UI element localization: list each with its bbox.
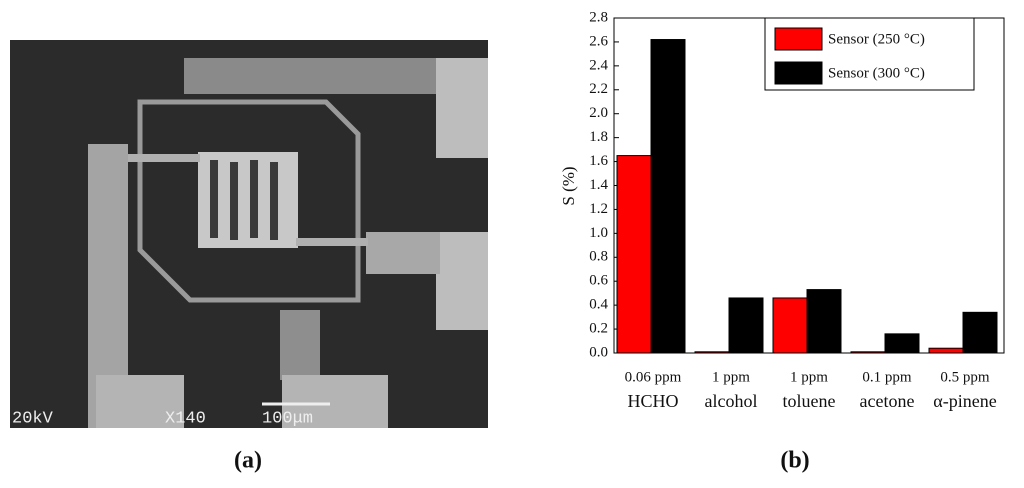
y-tick-label: 1.4 xyxy=(589,177,608,193)
legend-swatch xyxy=(774,61,823,85)
electrode xyxy=(280,310,320,380)
caption: (a) xyxy=(234,448,262,474)
y-tick-label: 1.2 xyxy=(589,201,608,217)
x-tick-label: 0.1 ppm xyxy=(862,369,912,385)
sem-image: 20kV X140 100μm xyxy=(10,40,488,428)
x-tick-label: alcohol xyxy=(705,391,758,411)
y-axis-title: S (%) xyxy=(559,166,578,205)
y-tick-label: 2.4 xyxy=(589,57,608,73)
bar xyxy=(650,39,686,354)
electrode xyxy=(184,58,454,94)
x-tick-label: 0.5 ppm xyxy=(940,369,990,385)
legend-label: Sensor (250 °C) xyxy=(828,31,925,47)
lead xyxy=(128,154,200,162)
legend-swatch xyxy=(774,27,823,51)
legend-label: Sensor (300 °C) xyxy=(828,65,925,81)
y-tick-label: 2.2 xyxy=(589,81,608,97)
y-tick-label: 2.0 xyxy=(589,105,608,121)
lead xyxy=(296,238,368,246)
bar xyxy=(728,297,764,354)
bar xyxy=(928,347,964,354)
electrode xyxy=(366,232,440,274)
x-tick-label: HCHO xyxy=(627,391,678,411)
sem-label: X140 xyxy=(165,409,206,428)
pad xyxy=(282,375,388,428)
bar xyxy=(962,311,998,354)
caption: (b) xyxy=(780,448,809,474)
bar xyxy=(772,297,808,354)
x-tick-label: acetone xyxy=(860,391,915,411)
y-tick-label: 1.0 xyxy=(589,225,608,241)
y-tick-label: 1.8 xyxy=(589,129,608,145)
y-tick-label: 0.2 xyxy=(589,321,608,337)
pad xyxy=(96,375,184,428)
membrane xyxy=(137,99,361,303)
bar xyxy=(616,155,652,354)
x-tick-label: 1 ppm xyxy=(790,369,828,385)
y-tick-label: 2.6 xyxy=(589,33,608,49)
x-tick-label: 0.06 ppm xyxy=(625,369,682,385)
bar xyxy=(884,333,920,354)
y-tick-label: 0.8 xyxy=(589,249,608,265)
y-tick-label: 1.6 xyxy=(589,153,608,169)
x-tick-label: 1 ppm xyxy=(712,369,750,385)
y-tick-label: 0.6 xyxy=(589,273,608,289)
pad xyxy=(436,232,488,330)
pad xyxy=(436,58,488,158)
fingers xyxy=(210,160,278,240)
y-tick-label: 0.4 xyxy=(589,297,608,313)
bar xyxy=(806,289,842,354)
x-tick-label: toluene xyxy=(783,391,836,411)
sem-label: 100μm xyxy=(262,409,313,428)
sem-label: 20kV xyxy=(12,409,54,428)
y-tick-label: 2.8 xyxy=(589,9,608,25)
y-tick-label: 0.0 xyxy=(589,344,608,360)
x-tick-label: α-pinene xyxy=(933,391,996,411)
